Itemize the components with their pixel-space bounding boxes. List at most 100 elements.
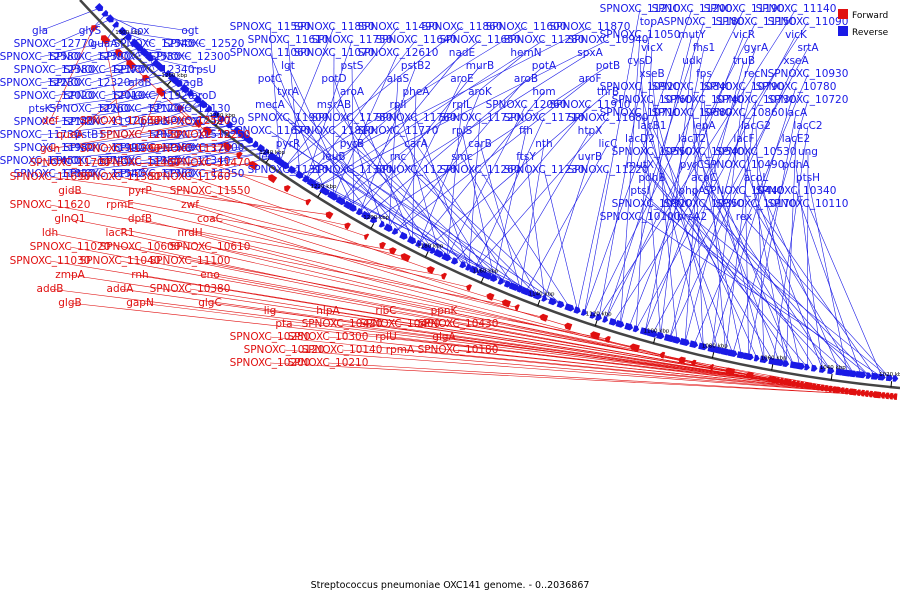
forward-leader-line — [399, 349, 875, 395]
reverse-gene-label: SPNOXC_11200 — [652, 3, 733, 15]
reverse-gene-label: thrB — [597, 86, 619, 98]
reverse-gene-label: SPNOXC_11340 — [150, 155, 231, 167]
reverse-leader-line — [584, 8, 693, 313]
forward-gene-label: SPNOXC_11040 — [80, 255, 161, 267]
reverse-leader-line — [150, 57, 205, 71]
reverse-gene-arrow — [327, 191, 338, 201]
reverse-gene-label: SPNOXC_11820 — [100, 129, 181, 141]
forward-gene-arrow — [794, 380, 800, 388]
forward-gene-label: pyrP — [128, 185, 152, 197]
reverse-gene-label: SPNOXC_10440 — [704, 185, 785, 197]
reverse-leader-line — [691, 112, 742, 356]
forward-gene-arrow — [782, 378, 788, 386]
reverse-gene-label: SPNOXC_11810 — [294, 125, 375, 137]
forward-gene-arrow — [839, 387, 845, 394]
reverse-leader-line — [333, 130, 489, 277]
reverse-gene-label: leuA — [258, 151, 282, 163]
reverse-leader-line — [691, 86, 704, 347]
reverse-leader-line — [388, 78, 399, 229]
reverse-gene-label: ptsI — [630, 185, 649, 197]
reverse-leader-line — [693, 73, 809, 345]
reverse-gene-arrow — [533, 291, 542, 300]
forward-gene-label: SPNOXC_10180 — [418, 344, 499, 356]
reverse-gene-arrow — [602, 315, 609, 323]
forward-gene-arrow — [827, 385, 833, 393]
forward-gene-arrow — [194, 119, 203, 128]
reverse-leader-line — [415, 169, 562, 305]
reverse-gene-label: SPNOXC_12610 — [358, 47, 439, 59]
reverse-gene-label: SPNOXC_11140 — [756, 3, 837, 15]
forward-gene-label: SPNOXC_11030 — [10, 255, 91, 267]
reverse-gene-label: glyS — [79, 25, 102, 37]
forward-leader-line — [209, 218, 568, 327]
forward-gene-label: dpfB — [128, 213, 152, 225]
forward-gene-arrow — [156, 87, 167, 97]
tick-mark — [370, 223, 375, 229]
reverse-leader-line — [395, 78, 527, 233]
forward-gene-label: SPNOXC_11100 — [150, 255, 231, 267]
reverse-gene-label: SPNOXC_11150 — [716, 16, 797, 28]
reverse-leader-line — [703, 125, 765, 360]
reverse-gene-label: aroB — [514, 73, 538, 85]
reverse-gene-label: potA — [532, 60, 557, 72]
forward-gene-arrow — [90, 25, 98, 32]
reverse-gene-label: aroA — [340, 86, 365, 98]
reverse-leader-line — [639, 164, 808, 368]
reverse-gene-label: SPNOXC_12380 — [14, 64, 95, 76]
reverse-gene-label: hemN — [510, 47, 541, 59]
reverse-leader-line — [773, 125, 809, 362]
reverse-leader-line — [651, 125, 758, 359]
reverse-leader-line — [454, 104, 591, 262]
reverse-leader-line — [691, 138, 781, 363]
reverse-gene-arrow — [497, 277, 504, 285]
reverse-gene-label: tyrA — [277, 86, 300, 98]
reverse-gene-label: SPNOXC_11090 — [768, 16, 849, 28]
forward-gene-arrow — [659, 351, 666, 359]
reverse-gene-label: SPNOXC_10540 — [664, 146, 745, 158]
reverse-gene-label: SPNOXC_10780 — [756, 81, 837, 93]
forward-gene-label: SPNOXC_10140 — [302, 344, 383, 356]
reverse-leader-line — [711, 86, 745, 349]
reverse-gene-label: aroK — [468, 86, 493, 98]
reverse-leader-line — [397, 104, 440, 254]
reverse-gene-label: SPNOXC_10100 — [600, 211, 681, 223]
tick-label: 1080 kbp — [702, 343, 728, 349]
reverse-leader-line — [397, 130, 489, 277]
forward-gene-label: nrdH — [177, 227, 202, 239]
reverse-leader-line — [153, 130, 238, 149]
reverse-gene-label: SPNOXC_10720 — [768, 94, 849, 106]
reverse-gene-label: SPNOXC_10350 — [664, 198, 745, 210]
reverse-gene-label: aroE — [450, 73, 474, 85]
legend-forward-swatch — [838, 9, 848, 19]
reverse-gene-arrow — [391, 227, 398, 235]
forward-leader-line — [189, 176, 366, 237]
tick-mark — [711, 352, 715, 359]
reverse-gene-label: SPNOXC_11650 — [440, 34, 521, 46]
forward-gene-arrow — [126, 59, 136, 70]
forward-gene-label: hlpA — [316, 305, 340, 317]
reverse-gene-label: SPNOXC_11870 — [550, 21, 631, 33]
forward-gene-arrow — [822, 385, 829, 392]
reverse-gene-label: lgt — [281, 60, 295, 72]
reverse-gene-arrow — [827, 367, 835, 375]
reverse-gene-label: SPNOXC_11060 — [230, 47, 311, 59]
reverse-gene-label: SPNOXC_12130 — [150, 103, 231, 115]
reverse-gene-label: lacE2 — [782, 133, 810, 145]
forward-leader-line — [209, 190, 431, 270]
reverse-leader-line — [660, 60, 693, 336]
reverse-gene-label: SPNOXC_11740 — [50, 155, 131, 167]
reverse-gene-label: prsA2 — [677, 211, 707, 223]
forward-gene-label: SPNOXC_10300 — [288, 331, 369, 343]
tick-label: 1020 kbp — [879, 372, 900, 378]
reverse-gene-label: SPNOXC_10680 — [652, 107, 733, 119]
reverse-gene-label: pdhB — [638, 172, 665, 184]
reverse-gene-label: SPNOXC_11610 — [248, 34, 329, 46]
tick-label: 1100 kbp — [643, 329, 669, 335]
reverse-gene-label: SPNOXC_11730 — [0, 129, 80, 141]
reverse-gene-arrow — [280, 161, 289, 170]
reverse-leader-line — [89, 114, 217, 136]
reverse-gene-arrow — [483, 271, 493, 280]
reverse-leader-line — [53, 73, 169, 97]
reverse-gene-arrow — [163, 69, 171, 77]
reverse-gene-label: vicX — [641, 42, 663, 54]
